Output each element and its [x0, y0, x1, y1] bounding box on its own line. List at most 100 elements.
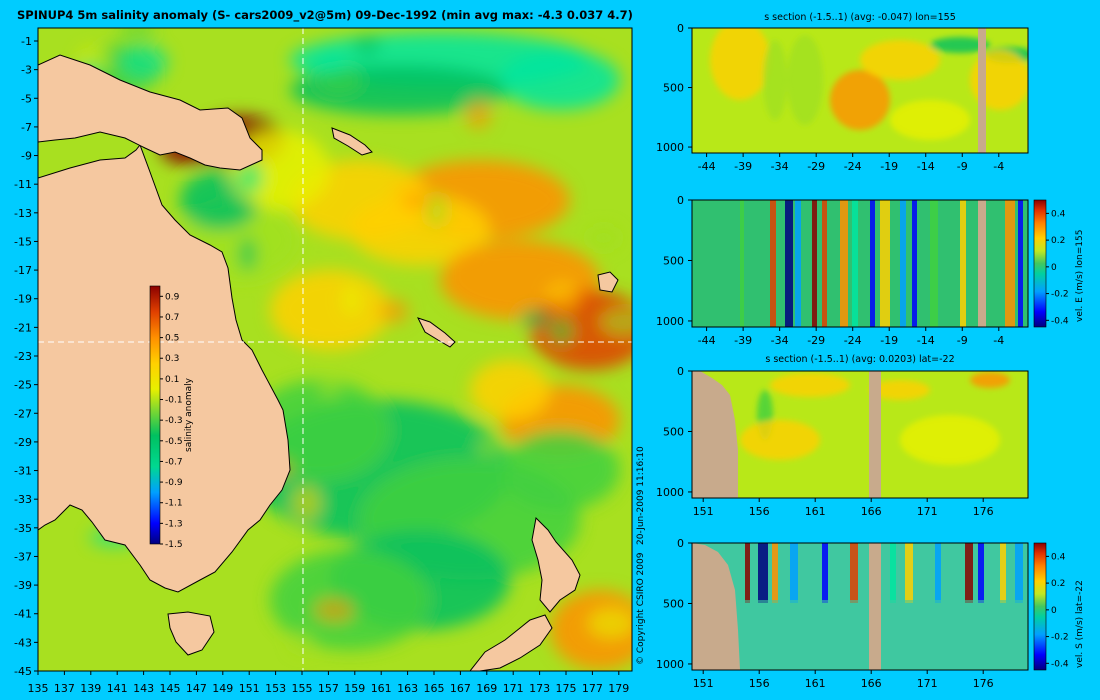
new-zealand-north-land: [531, 516, 581, 613]
section-x-tick-label: -29: [807, 334, 825, 347]
main-y-tick-label: -43: [14, 636, 32, 649]
main-y-tick-label: -7: [21, 121, 32, 134]
main-y-tick-label: -19: [14, 293, 32, 306]
section-x-tick-label: -24: [844, 334, 862, 347]
section-x-tick-label: 156: [749, 677, 770, 690]
fiji-land: [597, 271, 619, 293]
section-panel-velocity-lat: 0 500 1000 151 156 161 166 171 176 0.4 0.2 0 -0.2 -0…: [656, 537, 1085, 690]
section-panel-salinity-lat: s section (-1.5..1) (avg: 0.0203) lat=-2…: [656, 354, 1029, 518]
section-x-tick-label: -4: [993, 334, 1004, 347]
main-x-tick-label: 163: [397, 682, 418, 695]
australia-land: [38, 143, 291, 593]
main-y-tick-label: -31: [14, 465, 32, 478]
main-y-tick-label: -15: [14, 235, 32, 248]
panel4-land: [692, 543, 740, 670]
panel1-land: [978, 28, 986, 153]
main-y-tick-label: -41: [14, 608, 32, 621]
section-x-tick-label: 156: [749, 505, 770, 518]
main-cb-tick-label: 0.5: [165, 334, 179, 344]
main-y-tick-label: -17: [14, 264, 32, 277]
panel4-frame: [691, 542, 1029, 671]
section-x-tick-label: 166: [861, 677, 882, 690]
panel1-frame: [691, 27, 1029, 154]
solomon-islands-land: [331, 127, 373, 156]
main-x-tick-label: 141: [107, 682, 128, 695]
section-x-tick-label: -34: [771, 160, 789, 173]
section-y-tick-label: 500: [663, 597, 684, 610]
timestamp-annotation: 20-Jun-2009 11:16:10: [636, 446, 646, 545]
section-y-tick-label: 1000: [656, 486, 684, 499]
main-colorbar-ticks: 0.9 0.7 0.5 0.3 0.1 -0.1 -0.3 -0.5 -0.7 -0.9 -1.1 -…: [160, 292, 183, 550]
main-cb-tick-label: -0.1: [165, 396, 183, 406]
panel3-title: s section (-1.5..1) (avg: 0.0203) lat=-2…: [765, 354, 954, 365]
main-y-tick-label: -29: [14, 436, 32, 449]
section-x-tick-label: 171: [917, 677, 938, 690]
section-y-tick-label: 500: [663, 425, 684, 438]
panel3-axes: 0 500 1000 151 156 161 166 171 176: [656, 365, 994, 518]
panel2-colorbar: [1033, 199, 1047, 328]
main-y-tick-label: -45: [14, 665, 32, 678]
main-x-tick-label: 151: [239, 682, 260, 695]
main-cb-tick-label: -0.7: [165, 457, 183, 467]
panel4-colorbar-ticks: 0.4 0.2 0 -0.2 -0.4: [1046, 552, 1069, 669]
main-colorbar: 0.9 0.7 0.5 0.3 0.1 -0.1 -0.3 -0.5 -0.7 -0.9 -1.1 -…: [149, 285, 194, 550]
vel-cb-tick-label: 0.2: [1051, 579, 1065, 589]
main-map-anomaly-field: [38, 28, 632, 670]
main-y-tick-label: -25: [14, 379, 32, 392]
section-x-tick-label: 166: [861, 505, 882, 518]
main-x-tick-label: 167: [450, 682, 471, 695]
vel-cb-tick-label: 0: [1051, 263, 1057, 273]
panel3-land: [692, 371, 738, 498]
vel-cb-tick-label: 0: [1051, 606, 1057, 616]
section-x-tick-label: -44: [698, 334, 716, 347]
main-x-tick-label: 171: [503, 682, 524, 695]
section-x-tick-label: 151: [693, 505, 714, 518]
main-cb-tick-label: 0.1: [165, 375, 179, 385]
main-x-tick-label: 159: [344, 682, 365, 695]
main-cb-tick-label: -1.5: [165, 540, 183, 550]
main-map-x-axis: 135 137 139 141 143 145 147 149 151 153 155 157 159 1…: [28, 671, 629, 695]
panel2-field: [740, 200, 1023, 327]
main-map-title: SPINUP4 5m salinity anomaly (S- cars2009…: [17, 8, 633, 23]
section-y-tick-label: 500: [663, 254, 684, 267]
main-x-tick-label: 177: [582, 682, 603, 695]
main-x-tick-label: 145: [160, 682, 181, 695]
section-x-tick-label: -34: [771, 334, 789, 347]
section-x-tick-label: -4: [993, 160, 1004, 173]
panel3-field: [740, 372, 1010, 465]
section-x-tick-label: -14: [917, 334, 935, 347]
vel-cb-tick-label: -0.2: [1051, 633, 1069, 643]
new-guinea-land: [38, 54, 263, 171]
main-y-tick-label: -27: [14, 407, 32, 420]
main-cb-tick-label: -0.9: [165, 478, 183, 488]
main-y-tick-label: -23: [14, 350, 32, 363]
main-map-y-axis: -1 -3 -5 -7 -9 -11 -13 -15 -17 -19 -21 -23 -25 -27 -29…: [14, 35, 38, 678]
section-x-tick-label: -19: [880, 334, 898, 347]
panel2-land: [978, 200, 986, 327]
section-x-tick-label: -44: [698, 160, 716, 173]
section-panel-salinity-lon: s section (-1.5..1) (avg: -0.047) lon=15…: [656, 12, 1029, 173]
vel-cb-tick-label: 0.2: [1051, 236, 1065, 246]
main-cb-tick-label: 0.3: [165, 354, 179, 364]
vel-cb-tick-label: -0.4: [1051, 659, 1069, 669]
main-x-tick-label: 143: [133, 682, 154, 695]
new-zealand-south-land: [469, 614, 553, 671]
main-x-tick-label: 161: [371, 682, 392, 695]
main-x-tick-label: 139: [80, 682, 101, 695]
main-x-tick-label: 149: [212, 682, 233, 695]
main-cb-tick-label: -0.3: [165, 416, 183, 426]
main-cb-tick-label: -1.1: [165, 499, 183, 509]
section-y-tick-label: 1000: [656, 141, 684, 154]
main-x-tick-label: 153: [265, 682, 286, 695]
section-x-tick-label: 176: [973, 677, 994, 690]
panel4-colorbar-label: vel. S (m/s) lat=-22: [1075, 580, 1085, 668]
section-x-tick-label: -39: [734, 334, 752, 347]
main-y-tick-label: -21: [14, 321, 32, 334]
panel2-colorbar-label: vel. E (m/s) lon=155: [1075, 230, 1085, 322]
panel1-axes: 0 500 1000 -44 -39 -34 -29 -24 -19 -14 -9 -4: [656, 22, 1004, 173]
section-x-tick-label: -9: [957, 334, 968, 347]
main-y-tick-label: -9: [21, 150, 32, 163]
section-y-tick-label: 1000: [656, 315, 684, 328]
new-caledonia-land: [417, 317, 456, 348]
